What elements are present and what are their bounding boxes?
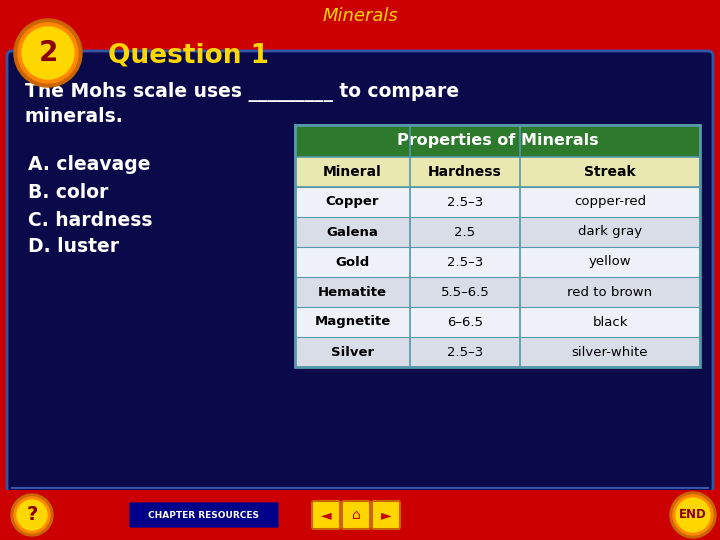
Text: B. color: B. color	[28, 183, 109, 201]
Text: Properties of Minerals: Properties of Minerals	[397, 133, 598, 148]
Text: D. luster: D. luster	[28, 238, 119, 256]
Text: Silver: Silver	[331, 346, 374, 359]
Text: Minerals: Minerals	[322, 7, 398, 25]
FancyBboxPatch shape	[372, 501, 400, 529]
Text: Hematite: Hematite	[318, 286, 387, 299]
Text: yellow: yellow	[589, 255, 631, 268]
Text: 2.5–3: 2.5–3	[447, 255, 483, 268]
Text: C. hardness: C. hardness	[28, 211, 153, 229]
Text: 2.5: 2.5	[454, 226, 476, 239]
Text: Magnetite: Magnetite	[315, 315, 391, 328]
Text: ◄: ◄	[320, 508, 331, 522]
Text: Galena: Galena	[327, 226, 379, 239]
Circle shape	[673, 495, 713, 535]
Text: black: black	[593, 315, 628, 328]
Text: ⌂: ⌂	[351, 508, 361, 522]
Bar	[295, 157, 700, 187]
Bar	[295, 187, 700, 217]
FancyBboxPatch shape	[128, 501, 280, 529]
Text: A. cleavage: A. cleavage	[28, 156, 150, 174]
Circle shape	[14, 497, 50, 533]
Text: copper-red: copper-red	[574, 195, 646, 208]
FancyBboxPatch shape	[312, 501, 340, 529]
Bar	[295, 277, 700, 307]
Bar	[295, 125, 700, 367]
FancyBboxPatch shape	[7, 51, 713, 493]
Text: dark gray: dark gray	[578, 226, 642, 239]
Bar	[295, 307, 700, 337]
Text: 2.5–3: 2.5–3	[447, 346, 483, 359]
Bar	[295, 125, 700, 157]
Text: silver-white: silver-white	[572, 346, 648, 359]
Circle shape	[22, 27, 74, 79]
Text: Hardness: Hardness	[428, 165, 502, 179]
Text: CHAPTER RESOURCES: CHAPTER RESOURCES	[148, 510, 259, 519]
Text: The Mohs scale uses _________ to compare: The Mohs scale uses _________ to compare	[25, 82, 459, 102]
Circle shape	[14, 19, 82, 87]
Text: red to brown: red to brown	[567, 286, 652, 299]
Circle shape	[18, 23, 78, 83]
Bar	[0, 490, 720, 540]
Circle shape	[670, 492, 716, 538]
FancyBboxPatch shape	[342, 501, 370, 529]
Bar	[295, 247, 700, 277]
Text: Question 1: Question 1	[108, 43, 269, 69]
Text: Mineral: Mineral	[323, 165, 382, 179]
Circle shape	[676, 498, 710, 532]
Circle shape	[17, 500, 47, 530]
Text: minerals.: minerals.	[25, 106, 124, 125]
Bar	[295, 337, 700, 367]
Text: 5.5–6.5: 5.5–6.5	[441, 286, 490, 299]
Text: Copper: Copper	[325, 195, 379, 208]
Text: ?: ?	[27, 505, 37, 524]
Circle shape	[11, 494, 53, 536]
Text: Streak: Streak	[584, 165, 636, 179]
Text: 2: 2	[38, 39, 58, 67]
Text: 6–6.5: 6–6.5	[447, 315, 483, 328]
Bar	[295, 217, 700, 247]
Text: 2.5–3: 2.5–3	[447, 195, 483, 208]
Text: ►: ►	[381, 508, 391, 522]
Text: END: END	[679, 509, 707, 522]
Text: Gold: Gold	[336, 255, 369, 268]
